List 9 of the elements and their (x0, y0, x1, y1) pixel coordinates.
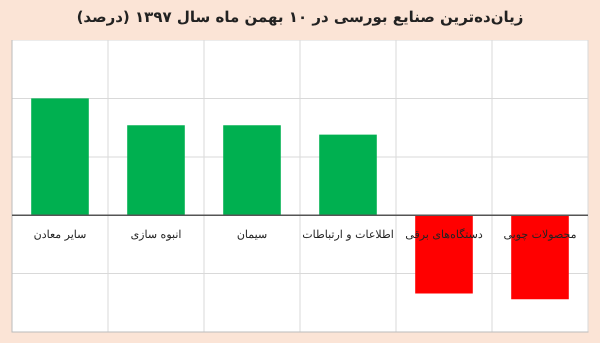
x-tick-label: اطلاعات و ارتباطات (302, 228, 394, 242)
bar (127, 125, 185, 215)
x-tick-label: انبوه سازی (130, 228, 182, 242)
bar (31, 98, 89, 215)
bar (223, 125, 281, 215)
bar (319, 134, 377, 215)
chart-title: زیان‌ده‌ترین صنایع بورسی در ۱۰ بهمن ماه سال ۱۳۹۷ (درصد) (76, 8, 524, 26)
x-tick-label: سیمان (236, 228, 268, 242)
x-tick-label: سایر معادن (34, 228, 86, 242)
